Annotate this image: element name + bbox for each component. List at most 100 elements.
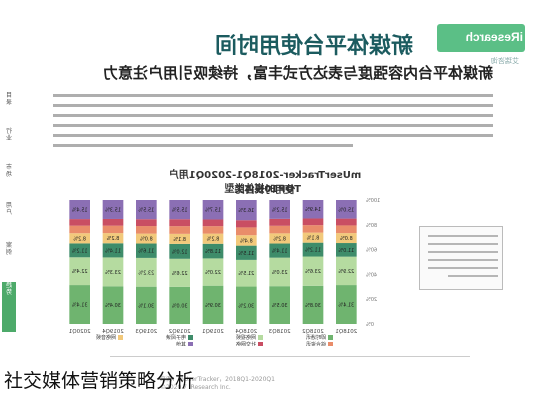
bar-data-label: 30.0% (171, 303, 187, 309)
bar-segment (336, 233, 357, 244)
bar-segment (236, 259, 257, 287)
side-nav-tab[interactable]: 案 例 (6, 242, 13, 256)
bar-segment (169, 226, 190, 234)
image-caption: 社交媒体营销策略分析 (4, 370, 195, 392)
x-tick-label: 2020Q1 (69, 329, 91, 335)
bar-segment (136, 243, 157, 258)
bar-data-label: 11.2% (71, 248, 87, 254)
legend-label: 社交网络 (236, 341, 256, 346)
bar-data-label: 22.9% (338, 269, 354, 275)
bar-segment (69, 233, 90, 244)
brand-logo-subtext: 艾瑞咨询 (491, 58, 519, 65)
bar-data-label: 8.4% (240, 238, 253, 244)
bar-segment (202, 233, 224, 244)
legend-label: 综合资讯 (306, 341, 326, 346)
bar-segment (269, 225, 290, 234)
side-nav-tab[interactable]: 趋 势 (2, 282, 16, 332)
bar-segment (69, 285, 90, 324)
bar-data-label: 22.0% (205, 270, 221, 276)
legend-swatch (258, 335, 263, 340)
bar-segment (136, 257, 157, 287)
bar-segment (302, 285, 324, 324)
bar-segment (336, 225, 357, 234)
annotation-line (428, 243, 498, 245)
bar-segment (302, 218, 324, 226)
bar-segment (202, 285, 224, 324)
bar-segment (202, 243, 224, 259)
legend-swatch (328, 342, 333, 346)
bar-segment (202, 258, 224, 286)
legend-label: 即时通讯 (306, 334, 326, 341)
bar-data-label: 11.4% (271, 249, 287, 255)
bar-segment (69, 257, 90, 286)
bar-data-label: 23.2% (138, 270, 154, 276)
bar-segment (169, 286, 190, 324)
x-tick-label: 2019Q2 (169, 329, 191, 335)
bar-data-label: 12.0% (171, 249, 187, 255)
bar-data-label: 8.0% (140, 237, 153, 243)
bar-data-label: 23.3% (105, 270, 121, 276)
side-nav-tab[interactable]: 目 录 (6, 92, 13, 106)
annotation-line (428, 235, 498, 237)
footer-source: 来源：mUserTracker，2018Q1-2020Q1 (160, 376, 275, 383)
bar-data-label: 15.3% (105, 207, 121, 213)
bar-segment (236, 227, 257, 236)
bar-data-label: 23.0% (271, 270, 287, 276)
paragraph-line (53, 114, 493, 117)
y-tick-label: 0% (366, 322, 374, 328)
bar-segment (169, 243, 190, 259)
bar-data-label: 22.6% (171, 271, 187, 277)
bar-segment (269, 233, 290, 244)
paragraph-line (53, 104, 493, 107)
brand-logo-text: iResearch (465, 30, 523, 44)
y-tick-label: 20% (366, 297, 377, 303)
y-tick-label: 100% (366, 198, 381, 204)
x-tick-label: 2018Q1 (335, 329, 357, 335)
bar-segment (136, 286, 157, 324)
bar-segment (136, 233, 157, 244)
annotation-line (428, 267, 498, 269)
legend-swatch (328, 335, 333, 340)
legend-swatch (188, 342, 193, 346)
bar-data-label: 11.8% (205, 249, 221, 255)
bar-segment (102, 243, 124, 258)
y-tick-label: 60% (366, 248, 377, 254)
side-nav-tab[interactable]: 市 场 (6, 164, 13, 178)
side-nav-tab[interactable]: 用 户 (6, 202, 13, 216)
bar-data-label: 8.2% (206, 237, 219, 243)
footer-brand: ©2020.7 iResearch Inc. (160, 384, 231, 391)
bar-segment (269, 200, 290, 219)
bar-segment (302, 242, 324, 257)
bar-segment (136, 219, 157, 227)
bar-data-label: 11.5% (238, 251, 254, 257)
bar-data-label: 15.7% (205, 208, 221, 214)
legend-swatch (118, 335, 123, 340)
annotation-line (428, 259, 498, 261)
bar-data-label: 8.2% (106, 236, 119, 242)
slide-title: 新媒体平台使用时间 (214, 34, 413, 59)
bar-data-label: 30.1% (138, 303, 154, 309)
bar-segment (269, 218, 290, 226)
chart-subtitle: TOP10媒体类型 (224, 184, 301, 195)
bar-segment (102, 218, 124, 226)
bar-segment (269, 257, 290, 287)
bar-data-label: 31.4% (71, 303, 87, 309)
bar-segment (69, 200, 90, 220)
stacked-bar-chart: 0% 20% 40% 60% 80% 100% 31.4% 22.9% 11.0% 8.0% 15.… (69, 198, 381, 346)
bar-segment (169, 219, 190, 227)
bar-data-label: 30.5% (271, 303, 287, 309)
bar-data-label: 8.1% (306, 236, 319, 242)
paragraph-line (53, 134, 493, 137)
bar-segment (336, 285, 357, 324)
bar-segment (336, 243, 357, 257)
bar-segment (269, 286, 290, 324)
bar-segment (236, 245, 257, 260)
bar-segment (202, 200, 224, 220)
bar-segment (102, 286, 124, 324)
bar-segment (302, 256, 324, 286)
side-nav-tab[interactable]: 行 业 (6, 128, 13, 142)
bar-data-label: 15.5% (171, 208, 187, 214)
bar-data-label: 21.5% (238, 271, 254, 277)
bar-segment (302, 200, 324, 219)
